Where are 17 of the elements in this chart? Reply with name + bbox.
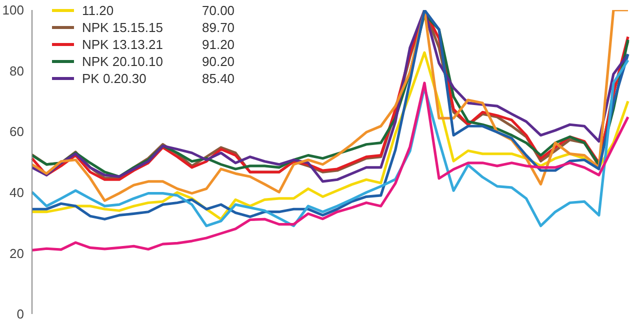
y-tick-label: 80 bbox=[10, 63, 24, 78]
y-tick-label: 100 bbox=[2, 2, 24, 18]
y-tick-label: 40 bbox=[10, 185, 24, 200]
legend-label: NPK 13.13.21 bbox=[82, 36, 164, 53]
annotation: 91.20 bbox=[202, 36, 235, 53]
y-tick-label: 20 bbox=[10, 246, 24, 261]
legend-label: NPK 20.10.10 bbox=[82, 53, 164, 70]
legend-label: 11.20 bbox=[82, 2, 115, 19]
annotation: 85.40 bbox=[202, 70, 235, 87]
annotation: 89.70 bbox=[202, 19, 235, 36]
line-series bbox=[30, 82, 630, 252]
annotation: 70.00 bbox=[202, 2, 235, 19]
legend-label: NPK 15.15.15 bbox=[82, 19, 164, 36]
annotation: 90.20 bbox=[202, 53, 235, 70]
legend-label: PK 0.20.30 bbox=[82, 70, 148, 87]
y-tick-label: 60 bbox=[10, 124, 24, 140]
y-tick-label: 0 bbox=[16, 306, 24, 320]
